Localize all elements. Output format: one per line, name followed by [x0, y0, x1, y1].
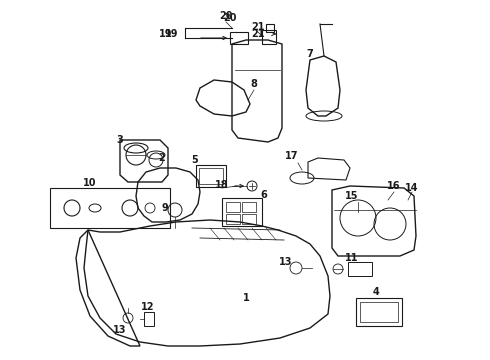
Bar [50, 188, 170, 228]
Text: 15: 15 [345, 191, 359, 201]
Text: 19: 19 [165, 29, 179, 39]
Text: 17: 17 [285, 151, 299, 161]
Text: 11: 11 [345, 253, 359, 263]
Bar [226, 202, 240, 212]
Text: 19: 19 [159, 29, 173, 39]
Text: 20: 20 [223, 13, 237, 23]
Text: 6: 6 [261, 190, 268, 200]
Text: 16: 16 [387, 181, 401, 191]
Bar [356, 298, 402, 326]
Text: 9: 9 [162, 203, 169, 213]
Bar [196, 165, 226, 187]
Text: 13: 13 [113, 325, 127, 335]
Text: 7: 7 [307, 49, 314, 59]
Bar [199, 168, 223, 184]
Bar [360, 302, 398, 322]
Text: 20: 20 [219, 11, 233, 21]
Bar [222, 198, 262, 226]
Bar [230, 32, 248, 44]
Bar [262, 30, 276, 44]
Text: 4: 4 [372, 287, 379, 297]
Bar [266, 24, 274, 32]
Text: 3: 3 [117, 135, 123, 145]
Bar [144, 312, 154, 326]
Text: 21: 21 [251, 22, 265, 32]
Text: 12: 12 [141, 302, 155, 312]
Bar [242, 214, 256, 224]
Bar [348, 262, 372, 276]
Bar [226, 214, 240, 224]
Bar [242, 202, 256, 212]
Text: 8: 8 [250, 79, 257, 89]
Text: 10: 10 [83, 178, 97, 188]
Text: 18: 18 [215, 180, 229, 190]
Text: 1: 1 [243, 293, 249, 303]
Text: 5: 5 [192, 155, 198, 165]
Text: 13: 13 [279, 257, 293, 267]
Text: 14: 14 [405, 183, 419, 193]
Text: 2: 2 [159, 153, 166, 163]
Text: 21: 21 [251, 29, 265, 39]
